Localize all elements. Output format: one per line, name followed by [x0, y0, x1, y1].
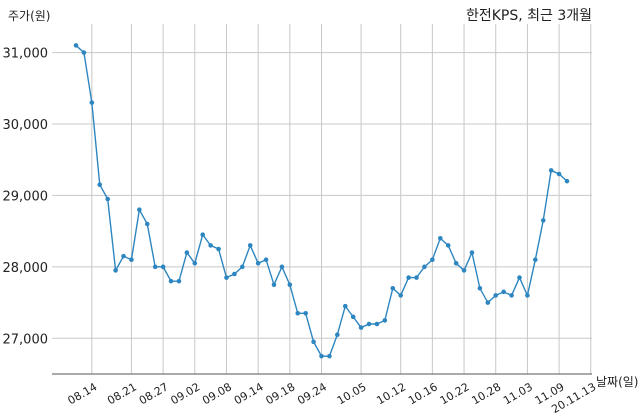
x-tick-label: 10.16 [406, 380, 440, 407]
data-point [453, 260, 459, 266]
data-point [160, 264, 166, 270]
data-point [89, 100, 95, 105]
data-point [287, 282, 293, 288]
data-point [121, 253, 126, 259]
y-tick-label: 28,000 [3, 261, 49, 276]
x-tick-label: 10.12 [374, 380, 408, 407]
data-point [335, 332, 340, 338]
data-point [192, 260, 198, 266]
x-axis-ticks: 08.14 08.2108.2709.0209.0809.1409.1809.24… [66, 380, 599, 414]
data-point [73, 43, 79, 48]
data-point [540, 218, 546, 223]
data-point [501, 289, 506, 295]
y-tick-label: 31,000 [3, 47, 49, 62]
x-tick-label: 11.03 [501, 380, 535, 407]
data-point [406, 275, 411, 280]
data-point [208, 243, 213, 248]
data-point [216, 246, 221, 252]
y-tick-label: 30,000 [3, 118, 49, 133]
data-point [129, 257, 134, 263]
data-point [414, 275, 419, 280]
x-tick-label: 10.05 [335, 380, 369, 407]
data-point [493, 293, 499, 298]
x-tick-label: 09.02 [169, 380, 203, 407]
data-point [303, 310, 308, 316]
data-point [485, 300, 491, 305]
data-point [461, 268, 467, 273]
data-point [184, 250, 190, 255]
x-tick-label: 10.22 [438, 380, 472, 407]
y-axis-ticks: 27,000 28,000 29,000 30,000 31,000 [3, 47, 49, 348]
data-point [152, 264, 158, 270]
data-point [358, 325, 364, 330]
x-tick-label: 08.14 [66, 380, 100, 407]
data-point [509, 293, 514, 298]
x-tick-label: 10.28 [469, 380, 503, 407]
data-point [525, 293, 530, 298]
data-point [556, 171, 562, 177]
x-tick-label: 08.21 [105, 380, 139, 407]
x-tick-label: 09.24 [295, 380, 329, 407]
data-point [350, 314, 356, 320]
data-point [113, 268, 118, 273]
data-point [477, 285, 483, 291]
data-point [263, 257, 269, 263]
data-point [517, 275, 522, 280]
chart-title: 한전KPS, 최근 3개월 [466, 8, 592, 24]
data-point [342, 303, 348, 309]
x-tick-label: 08.27 [137, 380, 171, 407]
data-point [319, 353, 324, 359]
y-tick-label: 27,000 [3, 332, 49, 347]
data-point [247, 243, 253, 248]
data-points [73, 43, 570, 359]
data-point [97, 182, 103, 188]
data-point [437, 235, 443, 241]
data-point [311, 339, 316, 345]
data-point [271, 282, 277, 288]
data-point [279, 264, 285, 270]
data-point [255, 260, 261, 266]
x-axis-label: 날짜(일) [596, 375, 638, 389]
data-point [168, 278, 174, 284]
data-point [137, 207, 142, 213]
data-point [382, 318, 388, 323]
x-tick-label: 09.08 [200, 380, 234, 407]
data-point [422, 264, 427, 270]
data-point [327, 353, 332, 359]
data-point [374, 321, 380, 327]
data-point [445, 243, 451, 248]
x-tick-label: 09.18 [264, 380, 298, 407]
data-point [232, 271, 237, 277]
data-point [533, 257, 538, 263]
grid-lines [52, 24, 592, 374]
data-point [81, 50, 87, 55]
data-point [469, 250, 475, 255]
data-point [366, 321, 372, 327]
data-point [144, 221, 150, 227]
y-tick-label: 29,000 [3, 189, 49, 204]
x-tick-label: 09.14 [232, 380, 266, 407]
data-point [430, 257, 435, 263]
data-point [295, 310, 301, 316]
data-point [224, 275, 229, 280]
data-point [398, 293, 403, 298]
data-point [176, 278, 182, 284]
data-point [548, 168, 554, 173]
data-point [105, 196, 110, 202]
data-point [564, 178, 570, 184]
data-point [240, 264, 245, 270]
y-axis-label: 주가(원) [8, 9, 50, 23]
data-point [390, 285, 396, 291]
data-point [200, 232, 206, 238]
